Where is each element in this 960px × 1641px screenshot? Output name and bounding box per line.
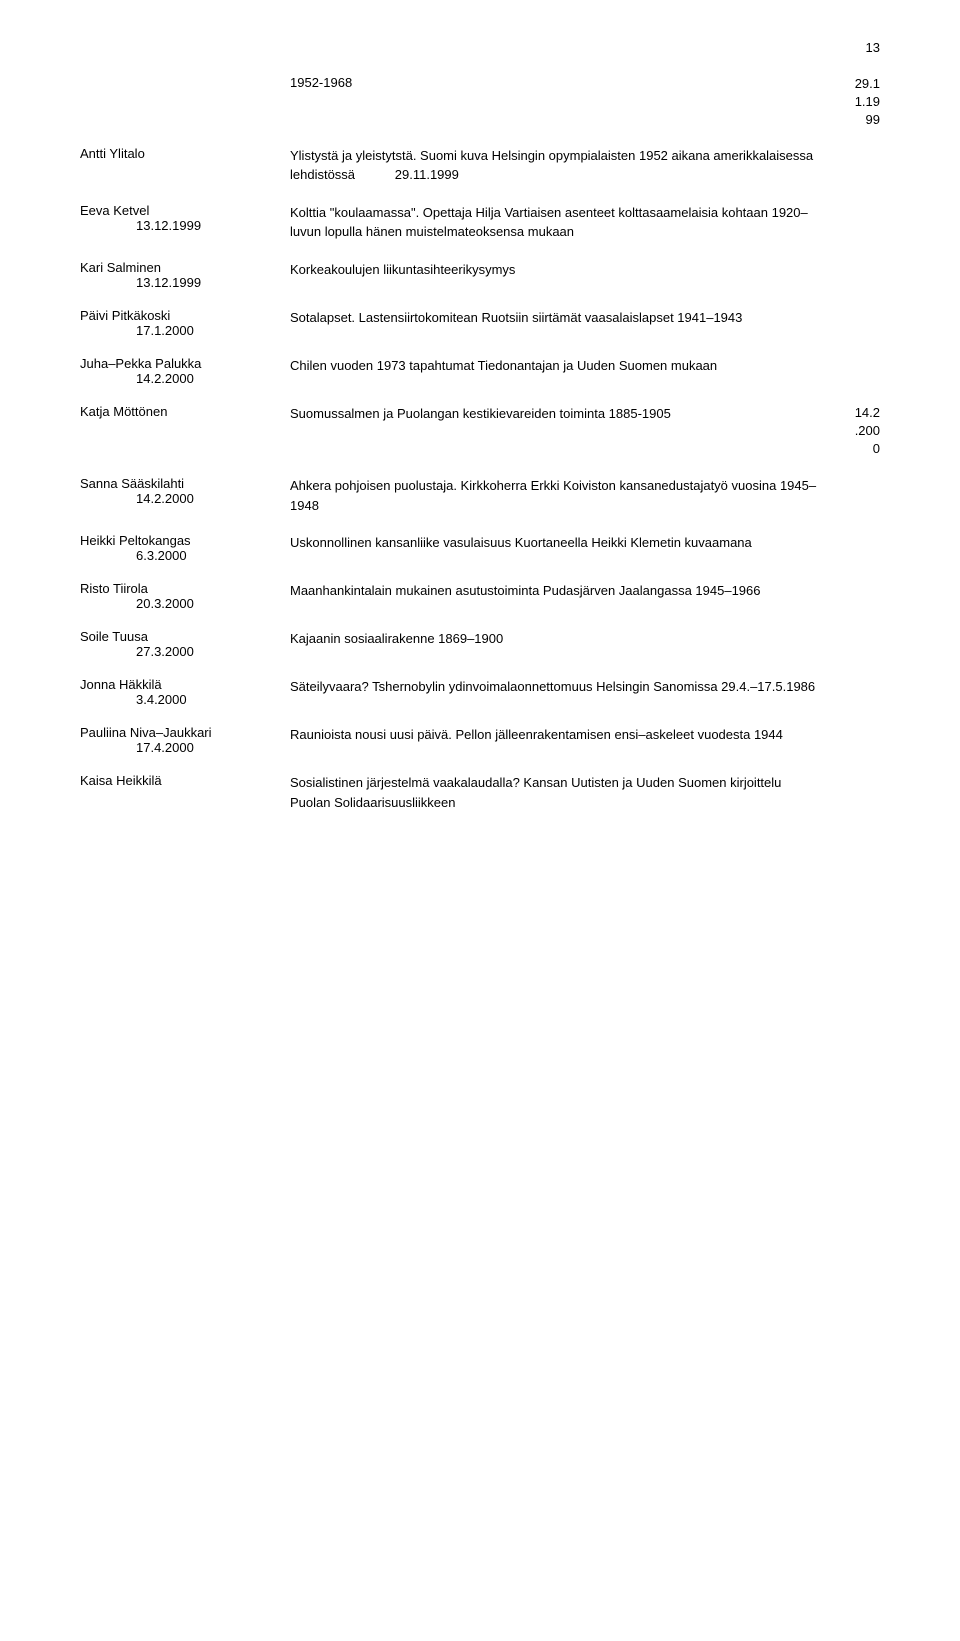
entry-left: Kaisa Heikkilä [80,773,290,788]
author-name: Pauliina Niva–Jaukkari [80,725,290,740]
entry-date: 27.3.2000 [80,644,290,659]
entry-date: 14.2.2000 [80,491,290,506]
entry-left: Katja Möttönen [80,404,290,419]
entry-left: Eeva Ketvel13.12.1999 [80,203,290,233]
entry-description: Maanhankintalain mukainen asutustoiminta… [290,581,820,601]
entry-description: Uskonnollinen kansanliike vasulaisuus Ku… [290,533,820,553]
author-name: Päivi Pitkäkoski [80,308,290,323]
entry-description: Korkeakoulujen liikuntasihteerikysymys [290,260,820,280]
author-name: Jonna Häkkilä [80,677,290,692]
entry-left: Pauliina Niva–Jaukkari17.4.2000 [80,725,290,755]
entry-date: 20.3.2000 [80,596,290,611]
author-name: Heikki Peltokangas [80,533,290,548]
author-name: Antti Ylitalo [80,146,290,161]
author-name: Katja Möttönen [80,404,290,419]
entry-date: 17.1.2000 [80,323,290,338]
side-date-stack: 14.2.2000 [820,404,880,459]
entry-row: Pauliina Niva–Jaukkari17.4.2000Raunioist… [80,725,880,755]
entry-left: Antti Ylitalo [80,146,290,161]
year-range: 1952-1968 [290,75,352,90]
entry-left: Sanna Sääskilahti14.2.2000 [80,476,290,506]
entry-row: Jonna Häkkilä3.4.2000Säteilyvaara? Tsher… [80,677,880,707]
author-name: Kaisa Heikkilä [80,773,290,788]
entry-left: Soile Tuusa27.3.2000 [80,629,290,659]
entry-row: Sanna Sääskilahti14.2.2000Ahkera pohjois… [80,476,880,515]
entry-row: Risto Tiirola20.3.2000Maanhankintalain m… [80,581,880,611]
entry-date: 13.12.1999 [80,218,290,233]
entry-date: 17.4.2000 [80,740,290,755]
entry-row: Kari Salminen13.12.1999Korkeakoulujen li… [80,260,880,290]
author-name: Soile Tuusa [80,629,290,644]
entry-date: 6.3.2000 [80,548,290,563]
entry-description: Ylistystä ja yleistytstä. Suomi kuva Hel… [290,146,820,185]
entry-left: Heikki Peltokangas6.3.2000 [80,533,290,563]
entry-date: 3.4.2000 [80,692,290,707]
author-name: Kari Salminen [80,260,290,275]
entry-description: Sosialistinen järjestelmä vaakalaudalla?… [290,773,820,812]
entry-row: Heikki Peltokangas6.3.2000Uskonnollinen … [80,533,880,563]
page-number: 13 [80,40,880,55]
author-name: Eeva Ketvel [80,203,290,218]
entry-description: Kolttia "koulaamassa". Opettaja Hilja Va… [290,203,820,242]
entry-row: Soile Tuusa27.3.2000Kajaanin sosiaalirak… [80,629,880,659]
entry-left: Risto Tiirola20.3.2000 [80,581,290,611]
entry-left: Päivi Pitkäkoski17.1.2000 [80,308,290,338]
entry-description: Kajaanin sosiaalirakenne 1869–1900 [290,629,820,649]
entry-description: Chilen vuoden 1973 tapahtumat Tiedonanta… [290,356,820,376]
entry-row: Päivi Pitkäkoski17.1.2000Sotalapset. Las… [80,308,880,338]
entry-row: Juha–Pekka Palukka14.2.2000Chilen vuoden… [80,356,880,386]
entry-row: Eeva Ketvel13.12.1999Kolttia "koulaamass… [80,203,880,242]
entry-description: Säteilyvaara? Tshernobylin ydinvoimalaon… [290,677,820,697]
entry-row: Katja MöttönenSuomussalmen ja Puolangan … [80,404,880,459]
author-name: Juha–Pekka Palukka [80,356,290,371]
entry-description: Ahkera pohjoisen puolustaja. Kirkkoherra… [290,476,820,515]
entry-date: 14.2.2000 [80,371,290,386]
entry-description: Raunioista nousi uusi päivä. Pellon jäll… [290,725,820,745]
author-name: Sanna Sääskilahti [80,476,290,491]
entry-row: Antti YlitaloYlistystä ja yleistytstä. S… [80,146,880,185]
entry-left: Juha–Pekka Palukka14.2.2000 [80,356,290,386]
entry-left: Jonna Häkkilä3.4.2000 [80,677,290,707]
description-date: 29.11.1999 [355,167,459,182]
entry-left: Kari Salminen13.12.1999 [80,260,290,290]
entry-row: Kaisa HeikkiläSosialistinen järjestelmä … [80,773,880,812]
entry-description: Sotalapset. Lastensiirtokomitean Ruotsii… [290,308,820,328]
top-row: 1952-1968 29.1 1.19 99 [80,75,880,130]
entry-date: 13.12.1999 [80,275,290,290]
author-name: Risto Tiirola [80,581,290,596]
top-side-date: 29.1 1.19 99 [820,75,880,130]
entry-description: Suomussalmen ja Puolangan kestikievareid… [290,404,820,424]
